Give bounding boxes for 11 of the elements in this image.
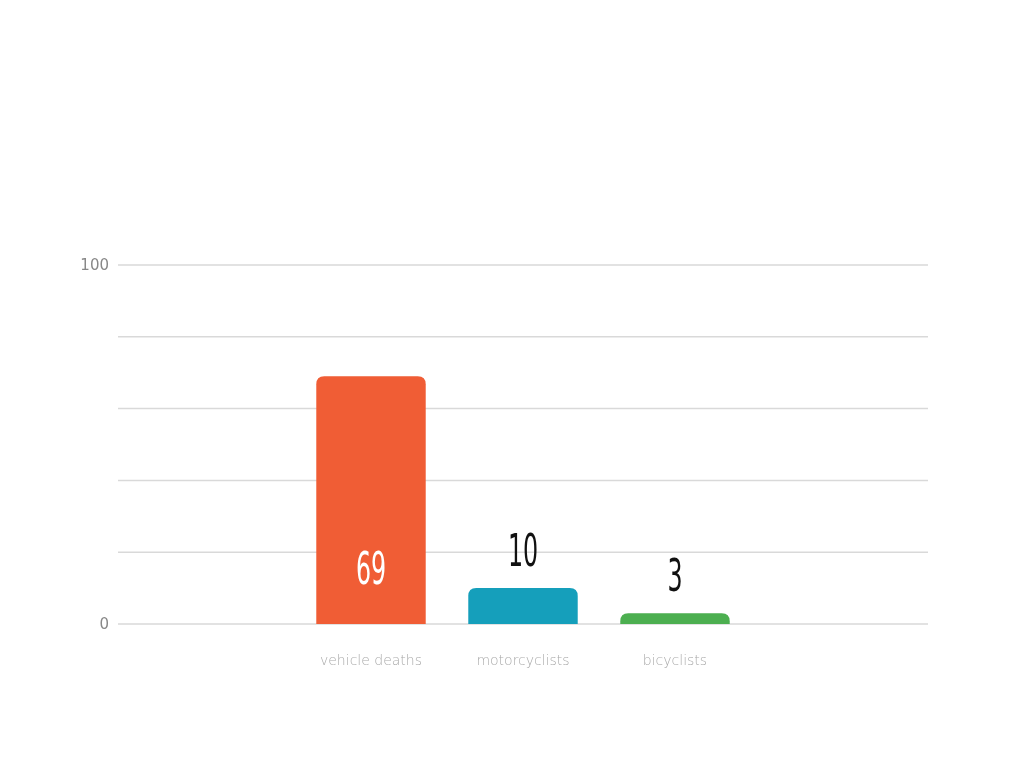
x-tick-label: vehicle deaths bbox=[319, 652, 423, 668]
bar bbox=[468, 588, 578, 624]
y-tick-label: 100 bbox=[80, 256, 109, 275]
data-label: 69 bbox=[355, 542, 387, 595]
x-tick-label: bicyclists bbox=[642, 652, 708, 668]
data-label: 3 bbox=[667, 550, 683, 603]
data-label: 10 bbox=[507, 524, 539, 578]
x-tick-label: motorcyclists bbox=[476, 652, 570, 668]
bar bbox=[620, 613, 730, 624]
bar bbox=[316, 376, 426, 624]
y-tick-label: 0 bbox=[99, 615, 109, 634]
